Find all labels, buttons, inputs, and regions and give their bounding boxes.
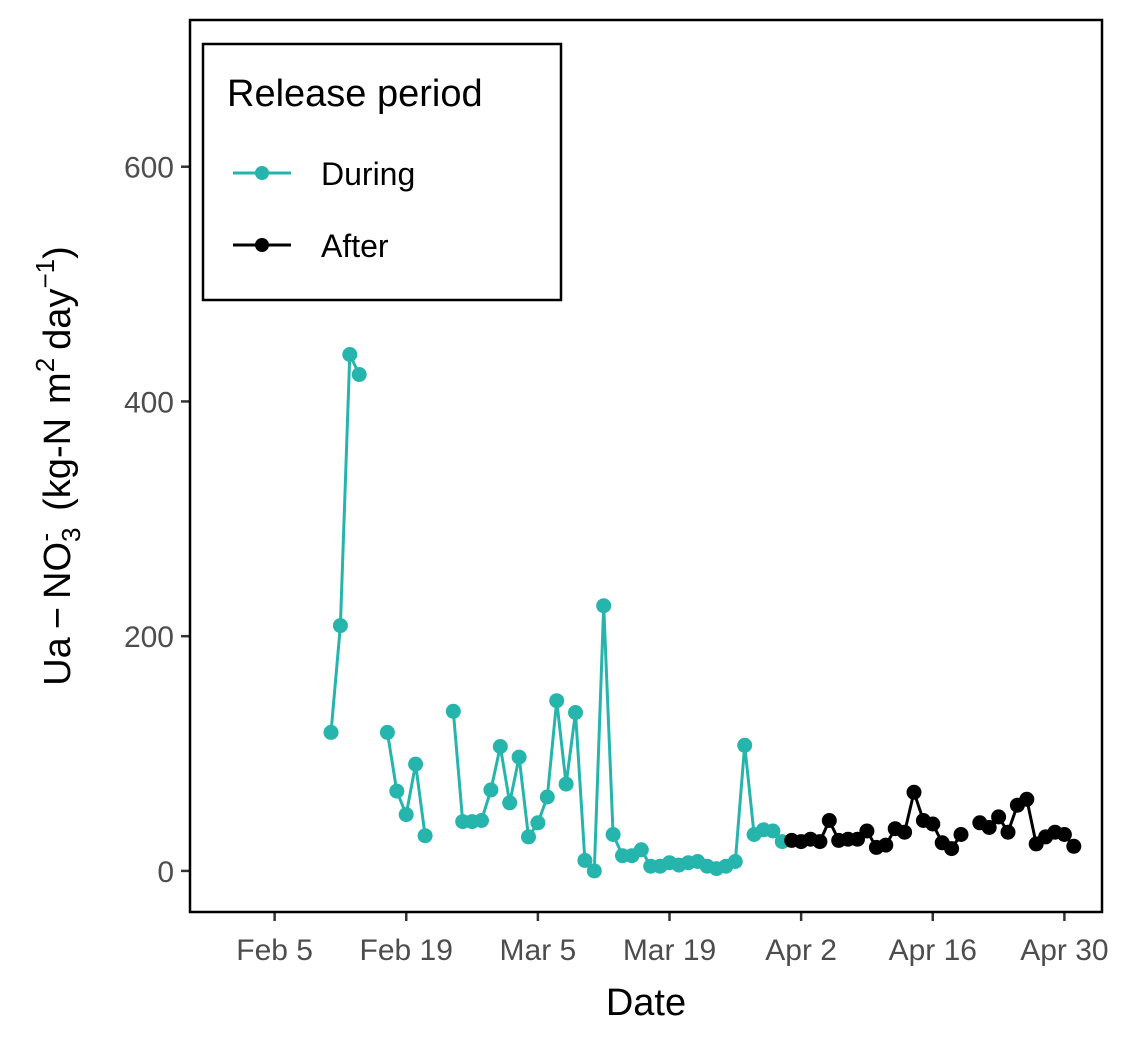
legend-key-during-point bbox=[255, 166, 269, 180]
data-point-during bbox=[549, 693, 565, 709]
data-point-during bbox=[389, 783, 405, 799]
data-point-during bbox=[605, 827, 621, 842]
x-tick-label: Mar 5 bbox=[500, 934, 577, 967]
y-title-species-sub: 3 bbox=[56, 528, 86, 542]
data-point-during bbox=[577, 852, 593, 868]
x-tick-label: Feb 5 bbox=[236, 934, 313, 967]
data-point-during bbox=[379, 724, 395, 740]
plot-marks bbox=[323, 347, 1082, 879]
series-line-during bbox=[329, 353, 361, 733]
y-title-unit-day: day bbox=[37, 289, 79, 350]
series-after bbox=[784, 784, 1082, 857]
data-point-after bbox=[1000, 824, 1016, 840]
y-axis-title: Ua − NO3- (kg-N m2 day−1) bbox=[30, 246, 86, 686]
data-point-after bbox=[906, 784, 922, 800]
data-point-after bbox=[1066, 838, 1082, 854]
y-title-unit-close: ) bbox=[37, 246, 79, 259]
x-tick-label: Apr 30 bbox=[1020, 934, 1108, 967]
data-point-during bbox=[521, 829, 536, 845]
y-tick-label: 0 bbox=[157, 856, 174, 889]
data-point-during bbox=[727, 854, 743, 869]
y-title-prefix: Ua bbox=[37, 636, 79, 685]
data-point-during bbox=[474, 813, 489, 828]
legend-key-after-point bbox=[255, 238, 269, 252]
data-point-during bbox=[445, 703, 461, 719]
y-title-unit-m-sup: 2 bbox=[30, 358, 60, 372]
data-point-during bbox=[408, 756, 424, 772]
data-point-after bbox=[991, 809, 1007, 825]
data-point-after bbox=[953, 827, 969, 842]
data-point-during bbox=[332, 618, 348, 634]
data-point-after bbox=[925, 816, 941, 832]
data-point-during bbox=[398, 807, 414, 823]
data-point-during bbox=[586, 863, 602, 879]
data-point-during bbox=[558, 776, 574, 792]
data-point-during bbox=[633, 842, 649, 858]
data-point-during bbox=[737, 737, 753, 753]
x-tick-label: Apr 16 bbox=[889, 934, 977, 967]
data-point-during bbox=[342, 347, 358, 362]
legend: Release period During After bbox=[201, 42, 563, 302]
data-point-during bbox=[323, 724, 339, 740]
x-tick-label: Mar 19 bbox=[623, 934, 716, 967]
x-axis-title: Date bbox=[606, 982, 686, 1024]
data-point-after bbox=[944, 841, 960, 857]
data-point-during bbox=[417, 828, 433, 844]
x-tick-label: Feb 19 bbox=[360, 934, 453, 967]
y-title-species: NO bbox=[37, 542, 79, 599]
data-point-after bbox=[897, 824, 913, 840]
data-point-after bbox=[878, 837, 894, 853]
y-tick-label: 400 bbox=[124, 386, 174, 419]
data-point-after bbox=[859, 823, 875, 839]
data-point-during bbox=[596, 598, 612, 614]
data-point-during bbox=[568, 705, 583, 720]
data-point-during bbox=[539, 789, 555, 805]
data-point-after bbox=[1056, 827, 1072, 842]
data-point-during bbox=[502, 795, 518, 811]
y-title-unit-open: (kg-N bbox=[37, 418, 79, 511]
x-tick-label: Apr 2 bbox=[765, 934, 837, 967]
axes: Feb 5 Feb 19 Mar 5 Mar 19 Apr 2 Apr 16 Apr 30 0… bbox=[124, 152, 1109, 967]
y-title-unit-m: m bbox=[37, 372, 79, 404]
data-point-after bbox=[812, 834, 828, 850]
data-point-during bbox=[492, 739, 508, 754]
plot-panel-border bbox=[188, 18, 1104, 914]
legend-title: Release period bbox=[227, 73, 483, 115]
data-point-after bbox=[1019, 791, 1035, 807]
y-tick-label: 600 bbox=[124, 152, 174, 185]
y-title-species-sup: - bbox=[30, 533, 60, 542]
data-point-during bbox=[511, 749, 527, 765]
data-point-during bbox=[530, 815, 546, 831]
series-during bbox=[323, 347, 790, 879]
y-title-unit-day-sup: −1 bbox=[30, 259, 60, 289]
data-point-during bbox=[351, 367, 367, 382]
legend-label-during: During bbox=[321, 156, 415, 192]
data-point-during bbox=[765, 823, 781, 839]
data-point-after bbox=[821, 813, 837, 828]
data-point-during bbox=[483, 782, 499, 798]
y-title-minus: − bbox=[37, 607, 79, 629]
legend-label-after: After bbox=[321, 228, 389, 264]
data-point-after bbox=[981, 820, 997, 835]
y-tick-label: 200 bbox=[124, 621, 174, 654]
